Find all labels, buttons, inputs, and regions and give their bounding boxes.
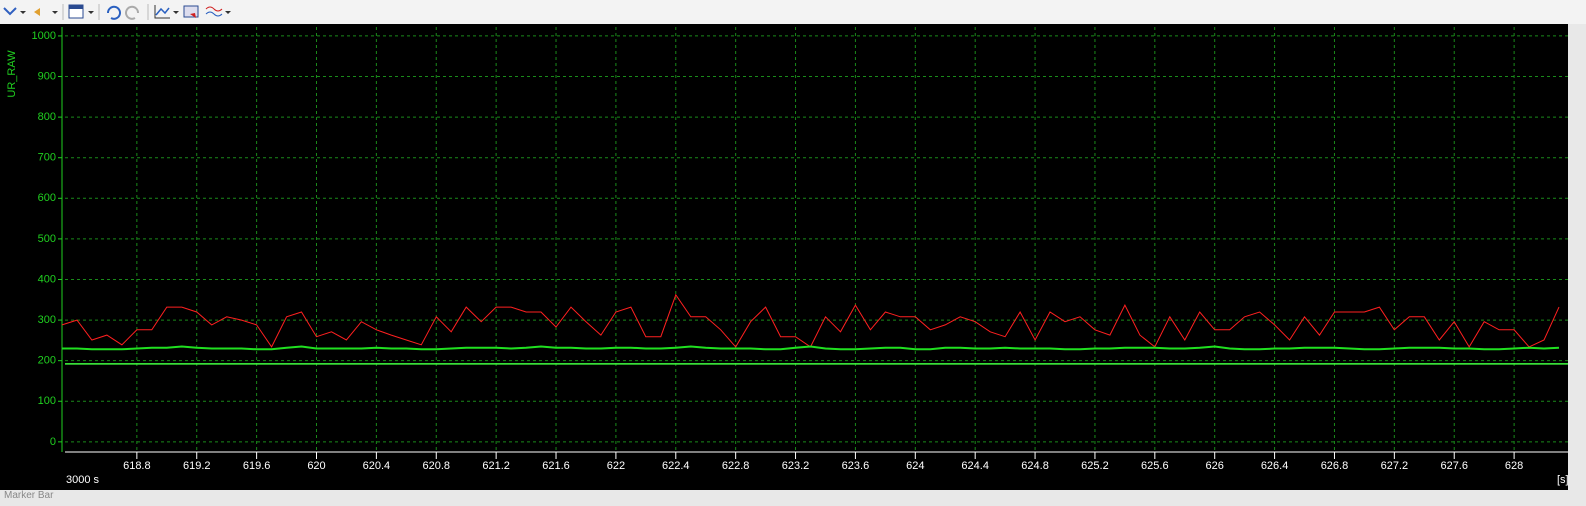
y-tick-label: 900 (38, 70, 56, 82)
y-tick-label: 300 (38, 314, 56, 326)
toolbar (0, 0, 1586, 25)
undo-icon[interactable] (106, 5, 121, 20)
toolbar-icon[interactable] (3, 7, 26, 16)
y-tick-label: 0 (50, 436, 56, 448)
x-tick-label: 628 (1505, 460, 1523, 472)
x-tick-label: 624.4 (961, 460, 989, 472)
x-tick-label: 626 (1206, 460, 1224, 472)
x-tick-label: 624.8 (1021, 460, 1049, 472)
y-tick-label: 400 (38, 273, 56, 285)
y-tick-label: 200 (38, 355, 56, 367)
x-tick-label: 620.8 (422, 460, 450, 472)
y-axis-label: UR_RAW (6, 50, 18, 98)
y-tick-label: 700 (38, 152, 56, 164)
x-tick-label: 621.6 (542, 460, 570, 472)
x-tick-label: 619.2 (183, 460, 211, 472)
x-tick-label: 623.6 (842, 460, 870, 472)
x-tick-label: 626.4 (1261, 460, 1289, 472)
right-strip (1568, 24, 1586, 490)
x-tick-label: 627.6 (1440, 460, 1468, 472)
y-tick-label: 600 (38, 192, 56, 204)
x-tick-label: 625.2 (1081, 460, 1109, 472)
status-bar: Marker Bar (0, 490, 1586, 506)
series-line (62, 345, 1560, 351)
toolbar-icon[interactable] (68, 4, 94, 19)
time-base: 3000 s (66, 474, 100, 486)
x-tick-label: 624 (906, 460, 924, 472)
y-tick-label: 500 (38, 233, 56, 245)
x-tick-label: 622.4 (662, 460, 690, 472)
x-tick-label: 623.2 (782, 460, 810, 472)
x-tick-label: 618.8 (123, 460, 151, 472)
x-tick-label: 620.4 (363, 460, 391, 472)
x-tick-label: 619.6 (243, 460, 271, 472)
status-text: Marker Bar (4, 490, 54, 501)
chart-background (0, 24, 1568, 490)
chart: UR_RAW 3000 s [s] 0 100 200 300 400 500 600 700… (0, 24, 1586, 490)
y-tick-label: 1000 (32, 30, 56, 42)
toolbar-icon[interactable] (34, 8, 58, 16)
x-unit: [s] (1557, 474, 1569, 486)
x-tick-label: 620 (307, 460, 325, 472)
x-tick-label: 622 (607, 460, 625, 472)
x-tick-label: 627.2 (1381, 460, 1409, 472)
x-tick-label: 625.6 (1141, 460, 1169, 472)
toolbar-icon[interactable] (154, 5, 179, 19)
toolbar-icon[interactable] (183, 5, 199, 18)
y-tick-label: 800 (38, 111, 56, 123)
x-tick-label: 621.2 (482, 460, 510, 472)
x-tick-label: 626.8 (1321, 460, 1349, 472)
y-tick-label: 100 (38, 395, 56, 407)
toolbar-icon[interactable] (205, 6, 231, 17)
redo-icon[interactable] (125, 5, 140, 20)
x-tick-label: 622.8 (722, 460, 750, 472)
